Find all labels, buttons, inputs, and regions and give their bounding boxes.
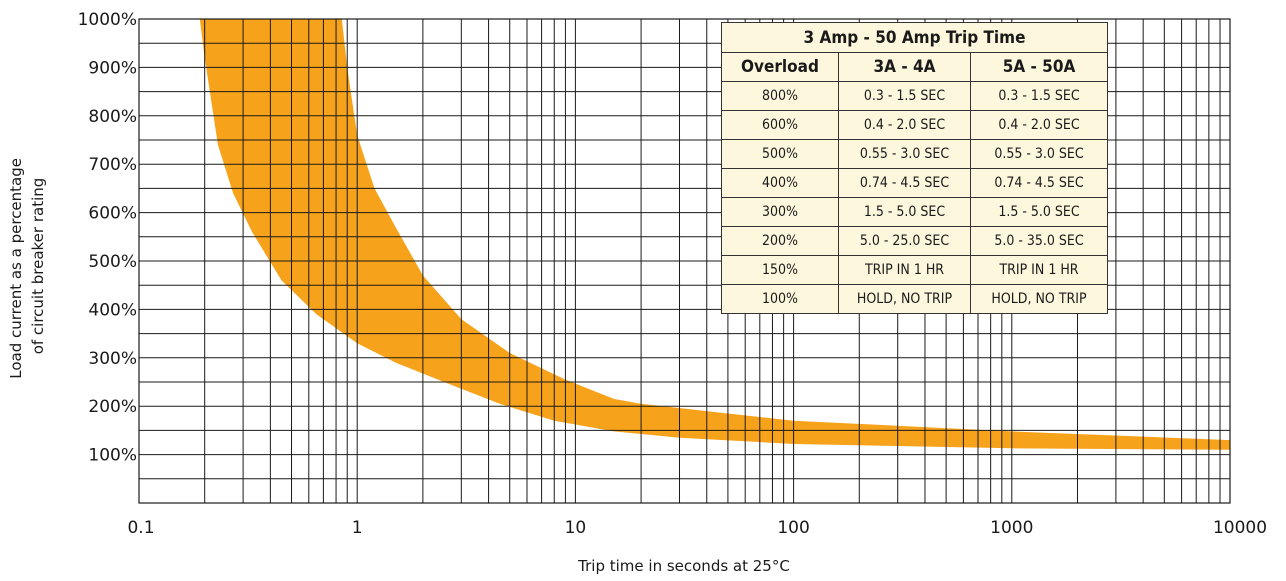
trip-5a-50a-cell: 0.4 - 2.0 SEC [970,110,1108,140]
x-tick-label: 1 [352,518,363,538]
y-tick-label: 600% [88,204,137,224]
trip-band-0 [199,19,1230,450]
plot-frame [138,18,1231,504]
x-tick-label: 10 [565,518,587,538]
table-row: 300% 1.5 - 5.0 SEC 1.5 - 5.0 SEC [721,197,1108,227]
y-tick-label: 900% [88,58,137,78]
x-tick-labels: 0.1 1 10 100 1000 10000 [127,518,1267,538]
header-overload: Overload [721,52,839,82]
trip-5a-50a-cell: 0.3 - 1.5 SEC [970,81,1108,111]
overload-cell: 400% [721,168,839,198]
header-5a-50a: 5A - 50A [970,52,1108,82]
table-row: 500% 0.55 - 3.0 SEC 0.55 - 3.0 SEC [721,139,1108,169]
x-tick-label: 0.1 [127,518,154,538]
overload-cell: 150% [721,255,839,285]
y-axis-title-line-2: of circuit breaker rating [29,178,47,355]
x-tick-label: 10000 [1213,518,1267,538]
table-body: 800% 0.3 - 1.5 SEC 0.3 - 1.5 SEC 600% 0.4 - … [721,81,1108,314]
trip-3a-4a-cell: 0.55 - 3.0 SEC [838,139,971,169]
trip-3a-4a-cell: 5.0 - 25.0 SEC [838,226,971,256]
x-tick-label: 1000 [990,518,1033,538]
table-row: 200% 5.0 - 25.0 SEC 5.0 - 35.0 SEC [721,226,1108,256]
trip-5a-50a-cell: 0.55 - 3.0 SEC [970,139,1108,169]
table-title-row: 3 Amp - 50 Amp Trip Time [721,22,1108,53]
trip-3a-4a-cell: TRIP IN 1 HR [838,255,971,285]
overload-cell: 800% [721,81,839,111]
y-tick-label: 500% [88,252,137,272]
trip-3a-4a-cell: 0.3 - 1.5 SEC [838,81,971,111]
overload-cell: 100% [721,284,839,314]
y-axis-title: Load current as a percentage of circuit … [7,153,47,379]
table-row: 600% 0.4 - 2.0 SEC 0.4 - 2.0 SEC [721,110,1108,140]
y-tick-label: 800% [88,107,137,127]
y-tick-label: 400% [88,300,137,320]
trip-5a-50a-cell: 1.5 - 5.0 SEC [970,197,1108,227]
y-tick-label: 700% [88,155,137,175]
trip-5a-50a-cell: 0.74 - 4.5 SEC [970,168,1108,198]
y-tick-labels: 100% 200% 300% 400% 500% 600% 700% 800% 900% 1000… [78,10,137,466]
header-3a-4a: 3A - 4A [838,52,971,82]
trip-3a-4a-cell: 0.74 - 4.5 SEC [838,168,971,198]
table-header-row: Overload 3A - 4A 5A - 50A [721,52,1108,82]
table-row: 800% 0.3 - 1.5 SEC 0.3 - 1.5 SEC [721,81,1108,111]
x-axis-title: Trip time in seconds at 25°C [577,557,790,575]
trip-3a-4a-cell: 1.5 - 5.0 SEC [838,197,971,227]
y-tick-label: 1000% [78,10,137,30]
table-row: 100% HOLD, NO TRIP HOLD, NO TRIP [721,284,1108,314]
table-row: 400% 0.74 - 4.5 SEC 0.74 - 4.5 SEC [721,168,1108,198]
overload-cell: 300% [721,197,839,227]
table-title: 3 Amp - 50 Amp Trip Time [721,22,1108,53]
table-row: 150% TRIP IN 1 HR TRIP IN 1 HR [721,255,1108,285]
trip-5a-50a-cell: HOLD, NO TRIP [970,284,1108,314]
y-tick-label: 300% [88,349,137,369]
trip-3a-4a-cell: 0.4 - 2.0 SEC [838,110,971,140]
trip-time-table: 3 Amp - 50 Amp Trip Time Overload 3A - 4… [721,22,1108,314]
trip-5a-50a-cell: 5.0 - 35.0 SEC [970,226,1108,256]
y-axis-title-line-1: Load current as a percentage [7,158,25,379]
x-tick-label: 100 [777,518,809,538]
trip-band-layer [199,19,1230,450]
overload-cell: 500% [721,139,839,169]
overload-cell: 200% [721,226,839,256]
trip-5a-50a-cell: TRIP IN 1 HR [970,255,1108,285]
overload-cell: 600% [721,110,839,140]
y-tick-label: 100% [88,446,137,466]
trip-3a-4a-cell: HOLD, NO TRIP [838,284,971,314]
y-tick-label: 200% [88,397,137,417]
